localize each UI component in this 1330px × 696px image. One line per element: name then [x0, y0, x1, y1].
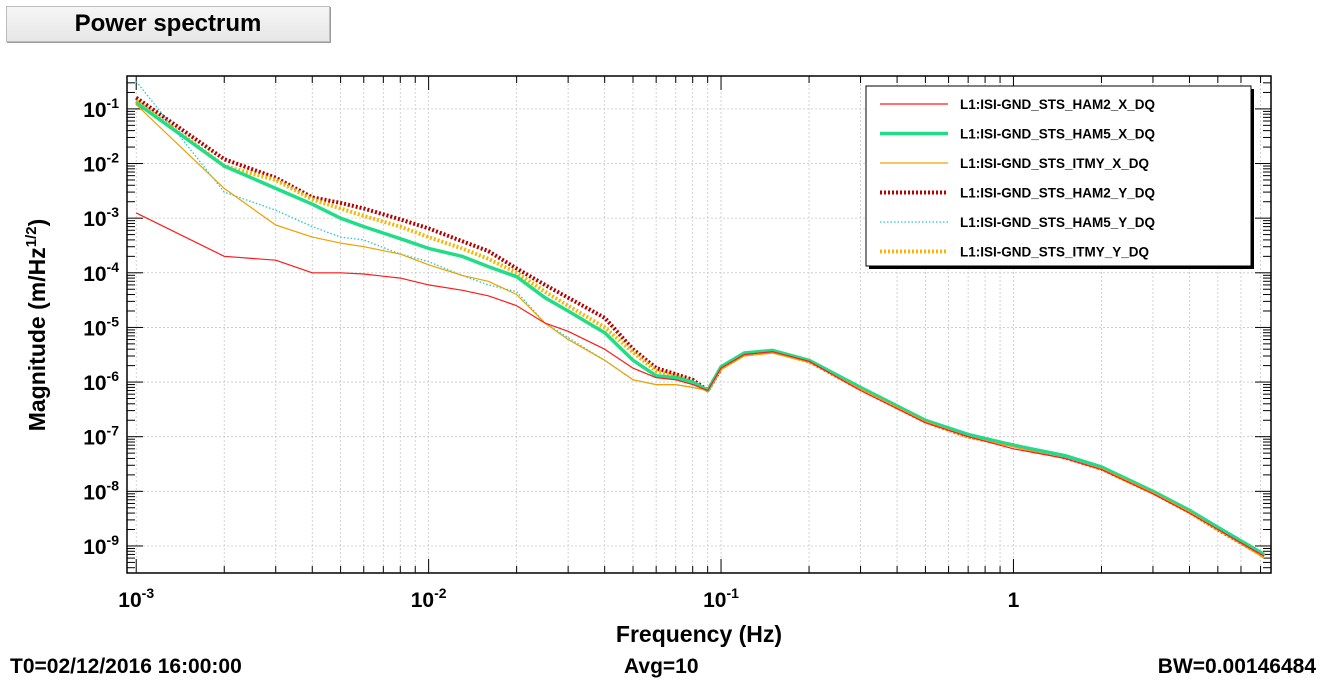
y-axis-title-main: Magnitude (m/Hz: [24, 247, 50, 431]
y-tick-label: 10-4: [83, 259, 119, 286]
legend-box: [865, 85, 1252, 267]
y-tick-label: 10-1: [83, 95, 119, 122]
legend-label-3: L1:ISI-GND_STS_ITMY_X_DQ: [960, 156, 1149, 171]
x-tick-label: 10-3: [118, 585, 154, 612]
panel-title: Power spectrum: [6, 6, 330, 42]
legend-label-6: L1:ISI-GND_STS_ITMY_Y_DQ: [960, 245, 1149, 260]
x-tick-label: 10-1: [703, 585, 739, 612]
power-spectrum-chart: 10-3 10-2 10-1 1 10-1 10-2 10-3 10-4 10-5 10-6 10-…: [23, 75, 1272, 647]
x-axis-title: Frequency (Hz): [616, 621, 782, 647]
y-axis-title: Magnitude (m/Hz1/2): [23, 219, 50, 432]
y-tick-label: 10-3: [83, 204, 119, 231]
tick-labels: 10-3 10-2 10-1 1 10-1 10-2 10-3 10-4 10-5 10-6 10-…: [83, 95, 1019, 612]
y-tick-label: 10-2: [83, 150, 119, 177]
series-line-3: [135, 104, 1265, 559]
axis-ticks: [127, 75, 1271, 573]
x-tick-label: 10-2: [411, 585, 447, 612]
series-line-1: [135, 212, 1265, 557]
y-tick-label: 10-8: [83, 477, 119, 504]
y-tick-label: 10-5: [83, 313, 119, 340]
footer-averages: Avg=10: [624, 655, 699, 678]
legend-label-5: L1:ISI-GND_STS_HAM5_Y_DQ: [960, 215, 1155, 230]
legend: L1:ISI-GND_STS_HAM2_X_DQ L1:ISI-GND_STS_H…: [865, 85, 1254, 269]
footer-bandwidth: BW=0.00146484: [1157, 655, 1316, 678]
y-tick-label: 10-7: [83, 423, 119, 450]
series-line-2: [135, 101, 1265, 556]
legend-label-1: L1:ISI-GND_STS_HAM2_X_DQ: [960, 97, 1155, 112]
footer-start-time: T0=02/12/2016 16:00:00: [10, 655, 242, 678]
legend-label-4: L1:ISI-GND_STS_HAM2_Y_DQ: [960, 186, 1155, 201]
panel-title-text: Power spectrum: [74, 10, 262, 37]
x-tick-label: 1: [1008, 589, 1020, 612]
legend-label-2: L1:ISI-GND_STS_HAM5_X_DQ: [960, 127, 1155, 142]
series-lines: [135, 80, 1266, 559]
y-axis-title-exp: 1/2: [23, 226, 40, 247]
y-tick-label: 10-6: [83, 368, 119, 395]
y-tick-label: 10-9: [83, 532, 119, 559]
